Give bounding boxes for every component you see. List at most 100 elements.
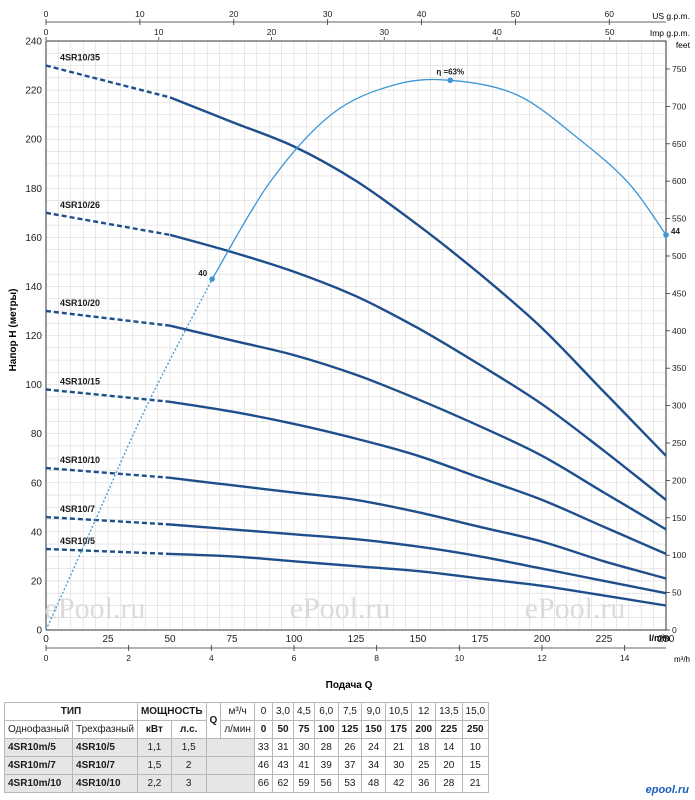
table-row: 4SR10m/5 4SR10/5 1,1 1,5 33 31 30 28 26 … bbox=[3, 738, 490, 757]
head-cell: 43 bbox=[272, 756, 294, 775]
head-cell: 34 bbox=[361, 756, 386, 775]
head-cell: 46 bbox=[253, 756, 274, 775]
x-tick-label: 100 bbox=[286, 634, 303, 645]
x-tick-label: 250 bbox=[658, 634, 675, 645]
pump-curve-label: 4SR10/20 bbox=[60, 298, 100, 308]
lmin-cell: 225 bbox=[435, 720, 463, 739]
y-tick-label: 140 bbox=[25, 282, 42, 293]
imp-gpm-unit: Imp g.p.m. bbox=[650, 28, 690, 38]
y-axis-label: Напор H (метры) bbox=[8, 289, 19, 372]
us-gpm-tick-label: 30 bbox=[323, 9, 333, 19]
efficiency-label: 44 bbox=[671, 227, 680, 236]
pump-curve-dashed bbox=[45, 309, 171, 327]
lmin-cell: 150 bbox=[361, 720, 386, 739]
feet-tick-label: 300 bbox=[672, 401, 686, 411]
lmin-unit: l/min bbox=[649, 633, 670, 643]
y-tick-label: 100 bbox=[25, 380, 42, 391]
head-cell: 18 bbox=[411, 738, 437, 757]
head-cell: 21 bbox=[384, 738, 413, 757]
pump-curve-dashed bbox=[45, 388, 171, 403]
head-cell: 66 bbox=[253, 774, 274, 793]
feet-tick-label: 750 bbox=[672, 64, 686, 74]
m3h-cell: 6,0 bbox=[313, 702, 339, 721]
head-cell: 21 bbox=[461, 774, 490, 793]
pump-curve bbox=[169, 96, 667, 457]
lmin-cell: 50 bbox=[272, 720, 294, 739]
head-cell: 30 bbox=[384, 756, 413, 775]
us-gpm-tick-label: 10 bbox=[135, 9, 145, 19]
y-tick-label: 240 bbox=[25, 37, 42, 48]
head-cell: 26 bbox=[337, 738, 363, 757]
us-gpm-tick-label: 20 bbox=[229, 9, 239, 19]
m3h-cell: 3,0 bbox=[272, 702, 294, 721]
m3h-cell: 12 bbox=[411, 702, 437, 721]
lmin-label: л/мин bbox=[220, 720, 255, 739]
m3h-label: м³/ч bbox=[220, 702, 255, 721]
head-cell: 59 bbox=[292, 774, 315, 793]
m3h-tick-label: 10 bbox=[455, 653, 465, 663]
watermark-text: ePool.ru bbox=[290, 592, 391, 625]
us-gpm-unit: US g.p.m. bbox=[652, 11, 690, 21]
feet-tick-label: 250 bbox=[672, 438, 686, 448]
head-cell: 37 bbox=[337, 756, 363, 775]
y-tick-label: 160 bbox=[25, 233, 42, 244]
three-model: 4SR10/10 bbox=[72, 774, 138, 793]
head-cell: 14 bbox=[435, 738, 463, 757]
y-tick-label: 120 bbox=[25, 331, 42, 342]
head-cell: 62 bbox=[272, 774, 294, 793]
m3h-tick-label: 8 bbox=[374, 653, 379, 663]
m3h-cell: 15,0 bbox=[461, 702, 490, 721]
m3h-cell: 4,5 bbox=[292, 702, 315, 721]
efficiency-point bbox=[663, 232, 669, 238]
feet-tick-label: 0 bbox=[672, 625, 677, 635]
pump-curve bbox=[169, 552, 667, 607]
feet-tick-label: 650 bbox=[672, 139, 686, 149]
x-tick-label: 50 bbox=[164, 634, 176, 645]
lmin-cell: 250 bbox=[461, 720, 490, 739]
kw-header: кВт bbox=[136, 720, 172, 739]
hp-cell: 1,5 bbox=[170, 738, 207, 757]
m3h-cell: 0 bbox=[253, 702, 274, 721]
pump-curve-dashed bbox=[45, 515, 171, 526]
lmin-cell: 125 bbox=[337, 720, 363, 739]
lmin-cell: 0 bbox=[253, 720, 274, 739]
pump-curve-label: 4SR10/5 bbox=[60, 536, 95, 546]
kw-cell: 1,1 bbox=[136, 738, 172, 757]
kw-cell: 2,2 bbox=[136, 774, 172, 793]
us-gpm-tick-label: 50 bbox=[511, 9, 521, 19]
pump-curve-label: 4SR10/7 bbox=[60, 504, 95, 514]
type-header: ТИП bbox=[4, 702, 138, 721]
head-cell: 30 bbox=[292, 738, 315, 757]
head-cell: 56 bbox=[313, 774, 339, 793]
y-tick-label: 0 bbox=[36, 626, 42, 637]
pump-curve-dashed bbox=[45, 211, 171, 237]
head-cell: 28 bbox=[435, 774, 463, 793]
x-tick-label: 200 bbox=[534, 634, 551, 645]
pump-curve bbox=[169, 476, 667, 580]
feet-tick-label: 700 bbox=[672, 101, 686, 111]
m3h-tick-label: 2 bbox=[126, 653, 131, 663]
feet-tick-label: 450 bbox=[672, 288, 686, 298]
pump-curve-label: 4SR10/15 bbox=[60, 376, 100, 386]
y-tick-label: 180 bbox=[25, 184, 42, 195]
pump-curve-dashed bbox=[45, 466, 171, 479]
plot-frame bbox=[45, 40, 667, 631]
head-cell: 33 bbox=[253, 738, 274, 757]
pump-curve-dashed bbox=[45, 547, 171, 556]
feet-tick-label: 600 bbox=[672, 176, 686, 186]
pump-curve bbox=[169, 233, 667, 501]
head-cell: 41 bbox=[292, 756, 315, 775]
us-gpm-tick-label: 40 bbox=[417, 9, 427, 19]
x-tick-label: 75 bbox=[226, 634, 238, 645]
efficiency-point bbox=[209, 276, 215, 282]
head-cell: 39 bbox=[313, 756, 339, 775]
logo: epool.ru bbox=[645, 784, 689, 796]
m3h-unit: m³/h bbox=[674, 655, 690, 664]
head-cell: 53 bbox=[337, 774, 363, 793]
m3h-tick-label: 6 bbox=[292, 653, 297, 663]
table-row: 4SR10m/10 4SR10/10 2,2 3 66 62 59 56 53 … bbox=[3, 774, 490, 793]
single-model: 4SR10m/10 bbox=[3, 774, 74, 793]
pump-curve bbox=[169, 324, 667, 531]
power-header: МОЩНОСТЬ bbox=[136, 702, 207, 721]
watermark-text: ePool.ru bbox=[45, 592, 146, 625]
